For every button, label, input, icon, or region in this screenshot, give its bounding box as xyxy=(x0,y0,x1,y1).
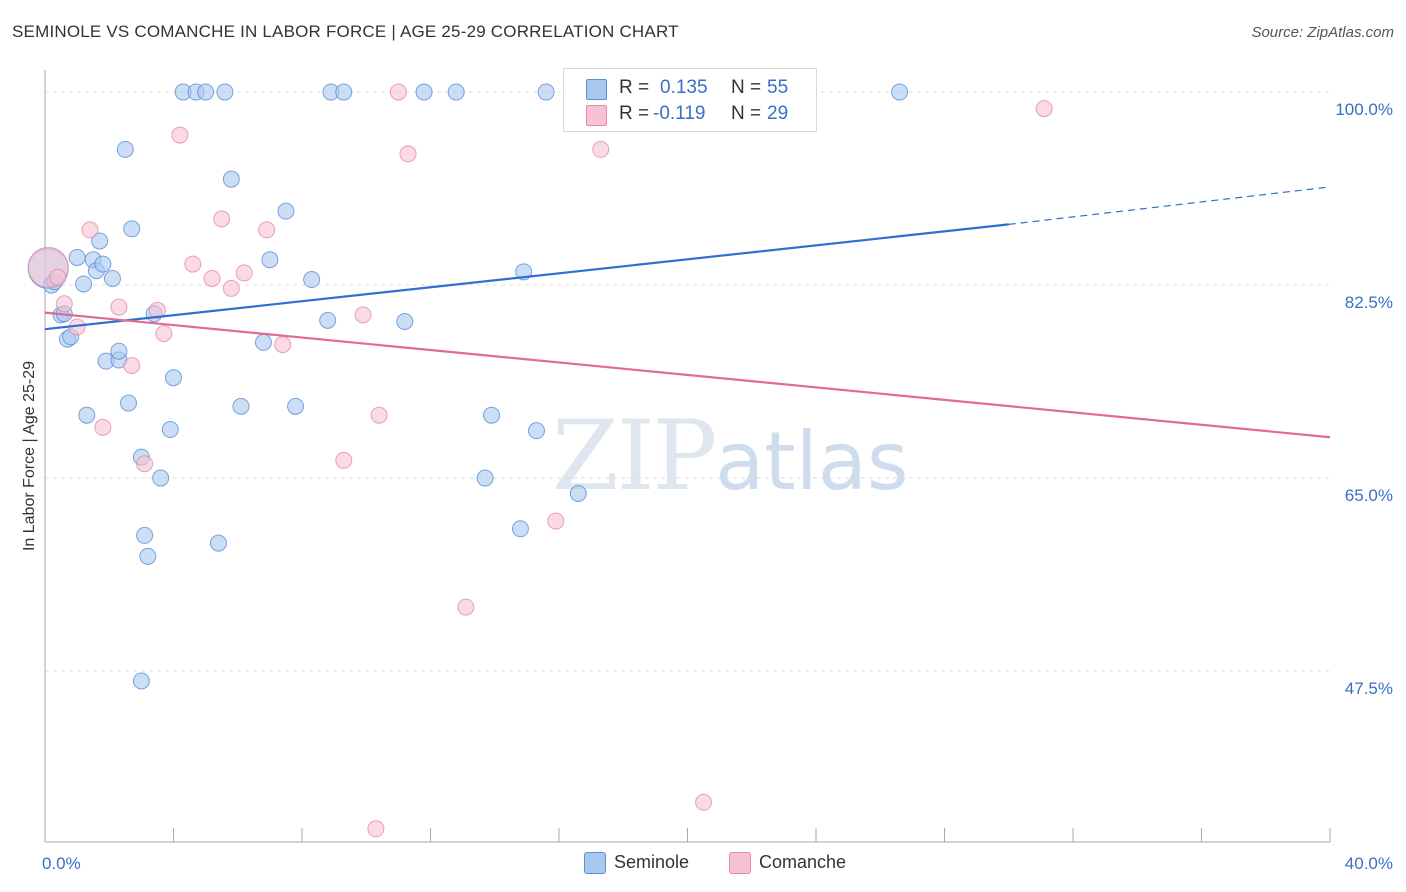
comanche-point xyxy=(49,268,67,286)
seminole-point xyxy=(132,672,150,690)
legend-n-label: N = xyxy=(731,77,762,98)
comanche-point xyxy=(274,336,292,354)
seminole-point xyxy=(103,269,121,287)
seminole-point xyxy=(287,397,305,415)
seminole-trend-extension xyxy=(1008,186,1331,225)
seminole-point xyxy=(222,170,240,188)
seminole-point xyxy=(139,547,157,565)
comanche-point xyxy=(222,279,240,297)
seminole-point xyxy=(415,83,433,101)
seminole-point xyxy=(569,484,587,502)
comanche-point xyxy=(457,598,475,616)
legend-n-value: 55 xyxy=(767,77,789,98)
legend-r-value: -0.119 xyxy=(653,103,706,124)
legend-r-value: 0.135 xyxy=(660,77,708,98)
seminole-point xyxy=(94,255,112,273)
comanche-point xyxy=(110,298,128,316)
y-tick-label: 47.5% xyxy=(1345,679,1393,698)
comanche-point xyxy=(213,210,231,228)
seminole-trend-line xyxy=(44,223,1009,331)
y-tick-label: 82.5% xyxy=(1345,293,1393,312)
comanche-point xyxy=(155,325,173,343)
comanche-point xyxy=(547,512,565,530)
seminole-point xyxy=(123,220,141,238)
seminole-point xyxy=(120,394,138,412)
comanche-point xyxy=(367,820,385,838)
seminole-point xyxy=(303,271,321,289)
comanche-swatch xyxy=(729,852,751,874)
seminole-point xyxy=(209,534,227,552)
seminole-point xyxy=(319,311,337,329)
seminole-point xyxy=(232,397,250,415)
comanche-trend-line xyxy=(44,311,1331,439)
comanche-point xyxy=(81,221,99,239)
comanche-point xyxy=(1035,100,1053,118)
source-label: Source: ZipAtlas.com xyxy=(1251,24,1394,41)
bottom-legend-comanche-label: Comanche xyxy=(759,852,847,872)
seminole-swatch xyxy=(586,79,607,100)
seminole-point xyxy=(254,333,272,351)
comanche-point xyxy=(370,406,388,424)
seminole-point xyxy=(537,83,555,101)
seminole-point xyxy=(152,469,170,487)
seminole-point xyxy=(511,520,529,538)
comanche-point xyxy=(592,140,610,158)
comanche-point xyxy=(94,418,112,436)
seminole-point xyxy=(136,526,154,544)
chart-title: SEMINOLE VS COMANCHE IN LABOR FORCE | AG… xyxy=(12,22,679,41)
seminole-point xyxy=(78,406,96,424)
x-tick-label: 0.0% xyxy=(42,854,81,873)
seminole-point xyxy=(396,312,414,330)
y-tick-label: 65.0% xyxy=(1345,486,1393,505)
legend-r-label: R = xyxy=(619,103,650,124)
seminole-point xyxy=(277,202,295,220)
y-tick-label: 100.0% xyxy=(1335,100,1393,119)
comanche-swatch xyxy=(586,105,607,126)
comanche-point xyxy=(123,357,141,375)
seminole-point xyxy=(161,421,179,439)
seminole-point xyxy=(335,83,353,101)
comanche-point xyxy=(335,451,353,469)
seminole-point xyxy=(197,83,215,101)
seminole-point xyxy=(165,369,182,387)
seminole-point xyxy=(261,251,279,269)
seminole-point xyxy=(483,406,501,424)
seminole-point xyxy=(75,275,93,293)
comanche-point xyxy=(203,269,221,287)
stats-legend: R = 0.135 N = 55 R = -0.119 N = 29 xyxy=(563,68,817,132)
legend-n-label: N = xyxy=(731,103,762,124)
bottom-legend-seminole-label: Seminole xyxy=(614,852,690,872)
seminole-point xyxy=(68,248,86,266)
comanche-point xyxy=(171,126,189,144)
comanche-point xyxy=(55,295,73,313)
seminole-point xyxy=(528,422,546,440)
seminole-point xyxy=(110,342,128,360)
comanche-point xyxy=(148,301,166,319)
seminole-point xyxy=(891,83,909,101)
watermark-atlas: atlas xyxy=(715,415,909,508)
comanche-point xyxy=(399,145,417,163)
comanche-point xyxy=(258,221,276,239)
comanche-point xyxy=(136,455,154,473)
seminole-point xyxy=(476,469,494,487)
comanche-point xyxy=(235,264,253,282)
comanche-point xyxy=(354,306,372,324)
seminole-swatch xyxy=(584,852,606,874)
seminole-point xyxy=(116,140,134,158)
seminole-point xyxy=(447,83,465,101)
legend-r-label: R = xyxy=(619,77,650,98)
seminole-point xyxy=(216,83,234,101)
x-tick-label: 40.0% xyxy=(1345,854,1393,873)
comanche-point xyxy=(695,793,713,811)
comanche-point xyxy=(184,255,202,273)
seminole-point xyxy=(91,232,109,250)
legend-n-value: 29 xyxy=(767,103,789,124)
comanche-point xyxy=(389,83,407,101)
